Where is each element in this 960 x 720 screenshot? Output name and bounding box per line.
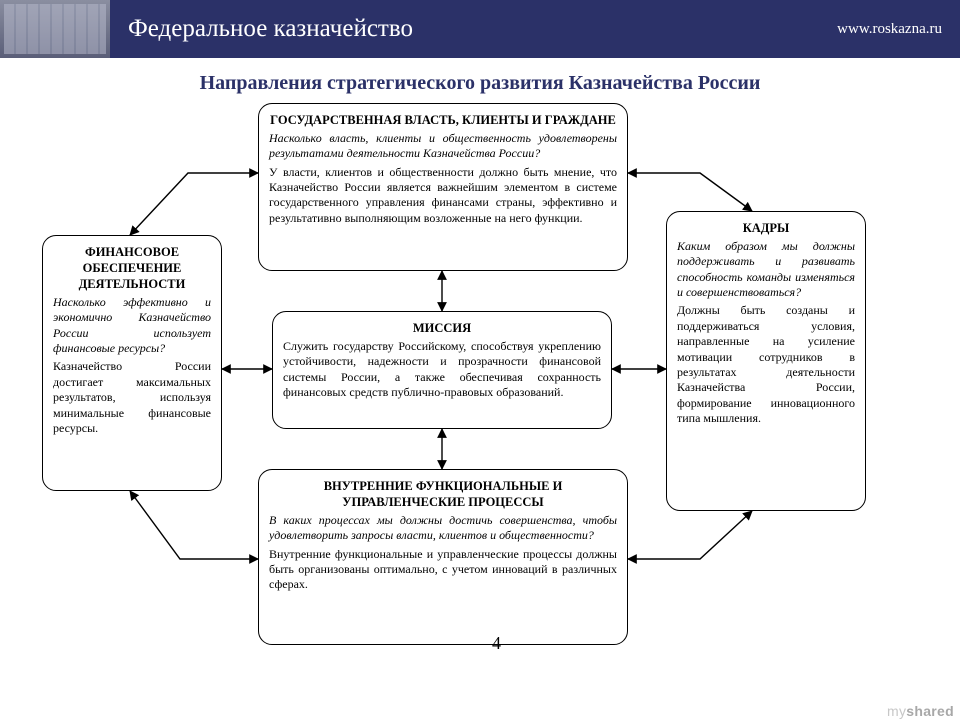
node-title: ВНУТРЕННИЕ ФУНКЦИОНАЛЬНЫЕ И УПРАВЛЕНЧЕСК… — [269, 478, 617, 510]
node-title: ФИНАНСОВОЕ ОБЕСПЕЧЕНИЕ ДЕЯТЕЛЬНОСТИ — [53, 244, 211, 292]
node-finance: ФИНАНСОВОЕ ОБЕСПЕЧЕНИЕ ДЕЯТЕЛЬНОСТИНаско… — [42, 235, 222, 491]
watermark-b: shared — [906, 703, 954, 719]
node-processes: ВНУТРЕННИЕ ФУНКЦИОНАЛЬНЫЕ И УПРАВЛЕНЧЕСК… — [258, 469, 628, 645]
page-number: 4 — [492, 633, 501, 654]
node-body: Внутренние функциональные и управленческ… — [269, 547, 617, 593]
node-title: ГОСУДАРСТВЕННАЯ ВЛАСТЬ, КЛИЕНТЫ И ГРАЖДА… — [269, 112, 617, 128]
header-url: www.roskazna.ru — [837, 21, 942, 38]
building-image — [0, 0, 110, 58]
node-question: Каким образом мы должны поддерживать и р… — [677, 239, 855, 300]
edge-right-bottom — [628, 511, 752, 559]
node-question: Насколько эффективно и экономично Казнач… — [53, 295, 211, 356]
edge-top-right — [628, 173, 752, 211]
node-title: КАДРЫ — [677, 220, 855, 236]
edge-top-left — [130, 173, 258, 235]
watermark: myshared — [887, 703, 954, 719]
node-body: Должны быть созданы и поддерживаться усл… — [677, 303, 855, 426]
header-title: Федеральное казначейство — [128, 15, 413, 43]
node-body: Служить государству Российскому, способс… — [283, 339, 601, 400]
node-mission: МИССИЯ Служить государству Российскому, с… — [272, 311, 612, 429]
node-body: Казначейство России достигает максимальн… — [53, 359, 211, 436]
edge-left-bottom — [130, 491, 258, 559]
node-body: У власти, клиентов и общественности долж… — [269, 165, 617, 226]
diagram-canvas: ГОСУДАРСТВЕННАЯ ВЛАСТЬ, КЛИЕНТЫ И ГРАЖДА… — [0, 103, 960, 720]
page-title: Направления стратегического развития Каз… — [0, 72, 960, 95]
node-question: В каких процессах мы должны достичь сове… — [269, 513, 617, 544]
watermark-a: my — [887, 703, 906, 719]
header-bar: Федеральное казначейство www.roskazna.ru — [0, 0, 960, 58]
node-government: ГОСУДАРСТВЕННАЯ ВЛАСТЬ, КЛИЕНТЫ И ГРАЖДА… — [258, 103, 628, 271]
node-question: Насколько власть, клиенты и общественнос… — [269, 131, 617, 162]
node-kadry: КАДРЫ Каким образом мы должны поддерживат… — [666, 211, 866, 511]
node-title: МИССИЯ — [283, 320, 601, 336]
